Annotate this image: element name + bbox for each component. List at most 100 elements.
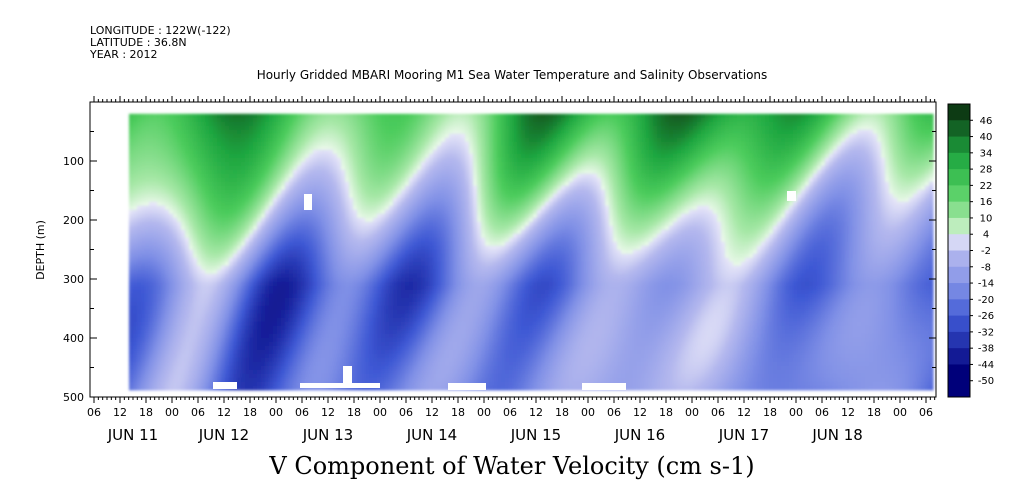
heatmap-cell bbox=[773, 161, 778, 167]
heatmap-cell bbox=[741, 121, 746, 127]
heatmap-cell bbox=[461, 157, 466, 163]
heatmap-cell bbox=[309, 173, 314, 179]
heatmap-cell bbox=[201, 193, 206, 199]
heatmap-cell bbox=[513, 193, 518, 199]
heatmap-cell bbox=[345, 149, 350, 155]
heatmap-cell bbox=[405, 185, 410, 191]
heatmap-cell bbox=[745, 181, 750, 187]
heatmap-cell bbox=[673, 161, 678, 167]
heatmap-cell bbox=[757, 201, 762, 207]
heatmap-cell bbox=[725, 189, 730, 195]
heatmap-cell bbox=[413, 161, 418, 167]
heatmap-cell bbox=[373, 165, 378, 171]
heatmap-cell bbox=[869, 157, 874, 163]
heatmap-cell bbox=[685, 169, 690, 175]
heatmap-cell bbox=[581, 201, 586, 207]
heatmap-cell bbox=[741, 137, 746, 143]
heatmap-cell bbox=[457, 117, 462, 123]
heatmap-cell bbox=[921, 201, 926, 207]
heatmap-cell bbox=[313, 157, 318, 163]
heatmap-cell bbox=[621, 113, 626, 119]
heatmap-cell bbox=[577, 197, 582, 203]
heatmap-cell bbox=[289, 157, 294, 163]
heatmap-cell bbox=[285, 125, 290, 131]
heatmap-cell bbox=[805, 133, 810, 139]
heatmap-cell bbox=[553, 161, 558, 167]
heatmap-cell bbox=[341, 197, 346, 203]
heatmap-cell bbox=[789, 141, 794, 147]
heatmap-cell bbox=[425, 117, 430, 123]
heatmap-cell bbox=[493, 165, 498, 171]
heatmap-cell bbox=[749, 189, 754, 195]
heatmap-cell bbox=[873, 153, 878, 159]
heatmap-cell bbox=[401, 177, 406, 183]
heatmap-cell bbox=[317, 149, 322, 155]
heatmap-cell bbox=[489, 153, 494, 159]
heatmap-cell bbox=[921, 117, 926, 123]
heatmap-cell bbox=[761, 137, 766, 143]
heatmap-cell bbox=[577, 145, 582, 151]
heatmap-cell bbox=[289, 121, 294, 127]
heatmap-cell bbox=[213, 133, 218, 139]
heatmap-cell bbox=[581, 185, 586, 191]
heatmap-cell bbox=[481, 137, 486, 143]
heatmap-cell bbox=[161, 121, 166, 127]
heatmap-cell bbox=[257, 113, 262, 119]
heatmap-cell bbox=[889, 157, 894, 163]
heatmap-cell bbox=[869, 205, 874, 211]
heatmap-cell bbox=[365, 193, 370, 199]
heatmap-cell bbox=[301, 169, 306, 175]
heatmap-cell bbox=[817, 133, 822, 139]
heatmap-cell bbox=[677, 185, 682, 191]
heatmap-cell bbox=[797, 205, 802, 211]
heatmap-cell bbox=[161, 165, 166, 171]
heatmap-cell bbox=[609, 169, 614, 175]
heatmap-cell bbox=[469, 161, 474, 167]
heatmap-cell bbox=[209, 113, 214, 119]
heatmap-cell bbox=[393, 173, 398, 179]
heatmap-cell bbox=[717, 145, 722, 151]
heatmap-cell bbox=[917, 129, 922, 135]
heatmap-cell bbox=[885, 113, 890, 119]
heatmap-cell bbox=[801, 169, 806, 175]
heatmap-cell bbox=[813, 125, 818, 131]
heatmap-cell bbox=[489, 117, 494, 123]
heatmap-cell bbox=[637, 141, 642, 147]
heatmap-cell bbox=[865, 133, 870, 139]
heatmap-cell bbox=[541, 117, 546, 123]
heatmap-cell bbox=[769, 181, 774, 187]
heatmap-cell bbox=[245, 209, 250, 215]
heatmap-cell bbox=[905, 193, 910, 199]
heatmap-cell bbox=[581, 173, 586, 179]
heatmap-cell bbox=[677, 165, 682, 171]
heatmap-cell bbox=[285, 205, 290, 211]
heatmap-cell bbox=[929, 193, 934, 199]
heatmap-cell bbox=[381, 201, 386, 207]
heatmap-cell bbox=[261, 141, 266, 147]
heatmap-cell bbox=[913, 181, 918, 187]
heatmap-cell bbox=[397, 125, 402, 131]
heatmap-cell bbox=[365, 133, 370, 139]
heatmap-cell bbox=[925, 129, 930, 135]
heatmap-cell bbox=[725, 205, 730, 211]
heatmap-cell bbox=[637, 149, 642, 155]
heatmap-cell bbox=[713, 193, 718, 199]
heatmap-cell bbox=[517, 165, 522, 171]
heatmap-cell bbox=[913, 137, 918, 143]
heatmap-cell bbox=[709, 121, 714, 127]
heatmap-cell bbox=[777, 149, 782, 155]
heatmap-cell bbox=[657, 161, 662, 167]
heatmap-cell bbox=[157, 161, 162, 167]
heatmap-cell bbox=[749, 173, 754, 179]
heatmap-cell bbox=[877, 129, 882, 135]
heatmap-cell bbox=[257, 137, 262, 143]
heatmap-cell bbox=[609, 157, 614, 163]
heatmap-cell bbox=[365, 177, 370, 183]
heatmap-cell bbox=[857, 197, 862, 203]
heatmap-cell bbox=[737, 201, 742, 207]
heatmap-cell bbox=[429, 157, 434, 163]
heatmap-cell bbox=[425, 133, 430, 139]
heatmap-cell bbox=[537, 113, 542, 119]
heatmap-cell bbox=[165, 177, 170, 183]
heatmap-cell bbox=[673, 129, 678, 135]
